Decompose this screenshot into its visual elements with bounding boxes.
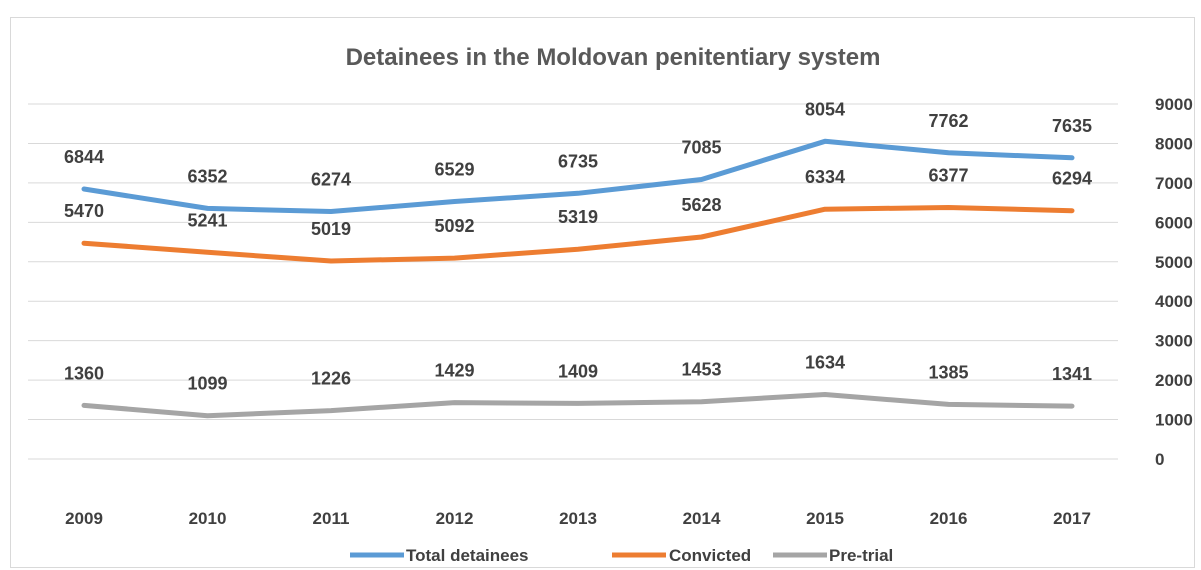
- data-labels: 6844 6352 6274 6529 6735 7085 8054 7762 7635 5470…: [64, 99, 1092, 393]
- data-label: 1099: [187, 374, 227, 394]
- data-label: 1360: [64, 363, 104, 383]
- y-tick-label: 3000: [1155, 332, 1193, 351]
- data-label: 1634: [805, 353, 845, 373]
- x-axis-ticks: 2009 2010 2011 2012 2013 2014 2015 2016 2017: [65, 509, 1091, 528]
- data-label: 6529: [434, 159, 474, 179]
- y-tick-label: 1000: [1155, 411, 1193, 430]
- chart-frame: [10, 17, 1195, 568]
- data-label: 5092: [434, 216, 474, 236]
- legend: Total detainees Convicted Pre-trial: [350, 546, 893, 565]
- x-tick-label: 2014: [683, 509, 721, 528]
- x-tick-label: 2009: [65, 509, 103, 528]
- data-label: 1409: [558, 361, 598, 381]
- data-label: 1226: [311, 369, 351, 389]
- x-tick-label: 2010: [189, 509, 227, 528]
- data-label: 5628: [681, 195, 721, 215]
- y-axis-ticks: 0 1000 2000 3000 4000 5000 6000 7000 8000 9000: [1155, 95, 1193, 469]
- legend-label: Total detainees: [406, 546, 529, 565]
- data-label: 6294: [1052, 169, 1092, 189]
- data-label: 6352: [187, 166, 227, 186]
- x-tick-label: 2017: [1053, 509, 1091, 528]
- data-label: 1429: [434, 361, 474, 381]
- legend-label: Convicted: [669, 546, 751, 565]
- y-tick-label: 2000: [1155, 371, 1193, 390]
- y-tick-label: 0: [1155, 450, 1164, 469]
- y-tick-label: 5000: [1155, 253, 1193, 272]
- data-label: 6334: [805, 167, 845, 187]
- y-tick-label: 4000: [1155, 292, 1193, 311]
- data-label: 1453: [681, 360, 721, 380]
- series-lines: [81, 138, 1075, 419]
- x-tick-label: 2015: [806, 509, 844, 528]
- chart-title: Detainees in the Moldovan penitentiary s…: [346, 44, 881, 71]
- y-tick-label: 6000: [1155, 213, 1193, 232]
- data-label: 5241: [187, 210, 227, 230]
- x-tick-label: 2012: [436, 509, 474, 528]
- y-tick-label: 8000: [1155, 134, 1193, 153]
- x-tick-label: 2013: [559, 509, 597, 528]
- data-label: 6735: [558, 151, 598, 171]
- y-tick-label: 9000: [1155, 95, 1193, 114]
- series-line-0: [81, 138, 1075, 214]
- gridlines: [28, 103, 1118, 460]
- series-line-2: [81, 392, 1075, 419]
- data-label: 5019: [311, 219, 351, 239]
- data-label: 6844: [64, 147, 104, 167]
- data-label: 1341: [1052, 364, 1092, 384]
- data-label: 6377: [928, 165, 968, 185]
- data-label: 1385: [928, 362, 968, 382]
- data-label: 7085: [681, 138, 721, 158]
- x-tick-label: 2016: [930, 509, 968, 528]
- data-label: 7762: [928, 111, 968, 131]
- series-line-1: [81, 205, 1075, 264]
- data-label: 8054: [805, 99, 845, 119]
- y-tick-label: 7000: [1155, 174, 1193, 193]
- x-tick-label: 2011: [313, 509, 350, 528]
- data-label: 5470: [64, 201, 104, 221]
- data-label: 6274: [311, 170, 351, 190]
- data-label: 5319: [558, 207, 598, 227]
- data-label: 7635: [1052, 116, 1092, 136]
- legend-label: Pre-trial: [829, 546, 893, 565]
